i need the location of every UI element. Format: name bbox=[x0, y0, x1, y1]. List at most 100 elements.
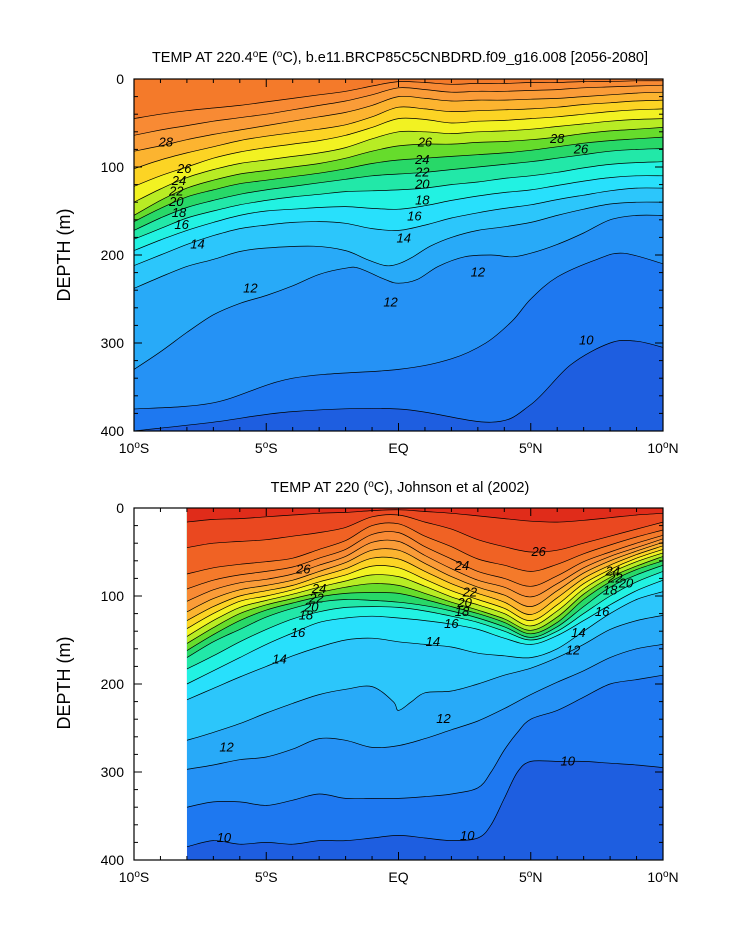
y-tick-label: 100 bbox=[101, 588, 125, 604]
contour-label: 26 bbox=[176, 161, 192, 176]
isotherm-21 bbox=[186, 545, 663, 621]
contour-fill-group: 28 26 282624222018161412121026242220181614… bbox=[134, 79, 663, 431]
contour-label: 14 bbox=[571, 625, 585, 640]
isotherm-18 bbox=[134, 127, 663, 216]
isotherm-22 bbox=[134, 91, 663, 152]
y-tick-label: 0 bbox=[116, 500, 124, 516]
contour-label: 10 bbox=[561, 753, 576, 768]
y-tick-label: 400 bbox=[101, 852, 125, 868]
isotherm-25 bbox=[186, 522, 663, 575]
x-tick-label: 10oS bbox=[119, 440, 149, 456]
y-tick-label: 0 bbox=[116, 71, 124, 87]
x-tick-label: 10oN bbox=[647, 869, 678, 885]
isotherm-20 bbox=[186, 549, 663, 629]
contour-label: 12 bbox=[383, 295, 398, 310]
isotherm-19 bbox=[186, 552, 663, 637]
isotherm-12 bbox=[186, 615, 663, 741]
contour-label: 10 bbox=[460, 828, 475, 843]
isotherm-9 bbox=[186, 760, 663, 848]
bottom-panel-johnson-obs: TEMP AT 220 (oC), Johnson et al (2002) D… bbox=[54, 479, 679, 885]
y-tick-label: 300 bbox=[101, 335, 125, 351]
isotherm-23 bbox=[134, 84, 663, 136]
contour-label: 20 bbox=[414, 177, 430, 192]
top-panel-contour-field: 28 26 282624222018161412121026242220181614… bbox=[101, 71, 679, 456]
bottom-panel-title: TEMP AT 220 (oC), Johnson et al (2002) bbox=[271, 479, 530, 496]
contour-label: 14 bbox=[397, 230, 411, 245]
contour-label: 16 bbox=[444, 616, 459, 631]
band-fill-27 bbox=[186, 508, 663, 523]
contour-label: 24 bbox=[311, 581, 326, 596]
contour-label: 20 bbox=[303, 599, 319, 614]
contour-label: 20 bbox=[168, 194, 184, 209]
contour-label: 20 bbox=[456, 595, 472, 610]
contour-label: 10 bbox=[579, 332, 594, 347]
contour-label: 26 bbox=[530, 544, 546, 559]
y-tick-label: 100 bbox=[101, 159, 125, 175]
contour-label: 26 bbox=[417, 134, 433, 149]
isotherm-14 bbox=[186, 579, 663, 685]
contour-label: 22 bbox=[462, 584, 478, 599]
x-tick-label: 5oN bbox=[519, 440, 542, 456]
isotherm-23 bbox=[186, 538, 663, 602]
contour-label: 22 bbox=[308, 591, 324, 606]
contour-label: 18 bbox=[603, 583, 618, 598]
isotherm-20 bbox=[134, 108, 663, 187]
isotherm-14 bbox=[134, 175, 663, 251]
y-tick-label: 400 bbox=[101, 423, 125, 439]
contour-label: 18 bbox=[455, 604, 470, 619]
isotherm-16 bbox=[134, 148, 663, 231]
top-panel-ccsm-model: TEMP AT 220.4oE (oC), b.e11.BRCP85C5CNBD… bbox=[54, 49, 679, 456]
isotherm-11 bbox=[186, 644, 663, 770]
isotherm-22 bbox=[186, 541, 663, 613]
isotherm-10 bbox=[134, 252, 663, 410]
contour-label: 22 bbox=[414, 164, 430, 179]
contour-label: 22 bbox=[607, 570, 623, 585]
band-fill-24 bbox=[134, 79, 663, 119]
contour-label: 18 bbox=[172, 205, 187, 220]
x-tick-label: EQ bbox=[388, 440, 408, 456]
contour-label: 26 bbox=[573, 141, 589, 156]
contour-label: 16 bbox=[174, 217, 189, 232]
contour-label: 28 bbox=[158, 134, 174, 149]
contour-label: 24 bbox=[414, 152, 429, 167]
isotherm-17 bbox=[134, 136, 663, 222]
x-tick-label: 5oN bbox=[519, 869, 542, 885]
isotherm-15 bbox=[134, 161, 663, 240]
isotherm-13 bbox=[134, 187, 663, 266]
y-tick-label: 300 bbox=[101, 764, 125, 780]
isotherm-15 bbox=[186, 571, 663, 670]
contour-label: 16 bbox=[407, 208, 422, 223]
y-tick-label: 200 bbox=[101, 247, 125, 263]
isotherm-9 bbox=[134, 339, 663, 431]
contour-label: 16 bbox=[291, 625, 306, 640]
contour-label: 12 bbox=[566, 643, 581, 658]
y-tick-label: 200 bbox=[101, 676, 125, 692]
x-tick-label: 10oS bbox=[119, 869, 149, 885]
isotherm-12 bbox=[134, 201, 663, 289]
contour-label: 22 bbox=[168, 184, 184, 199]
x-tick-label: 5oS bbox=[255, 869, 278, 885]
contour-label: 18 bbox=[299, 607, 314, 622]
contour-label: 14 bbox=[272, 651, 286, 666]
contour-label: 12 bbox=[471, 265, 486, 280]
bottom-panel-ylabel: DEPTH (m) bbox=[54, 637, 74, 730]
isotherm-16 bbox=[186, 564, 663, 658]
contour-label: 20 bbox=[618, 576, 634, 591]
contour-label: 12 bbox=[219, 739, 234, 754]
x-tick-label: EQ bbox=[388, 869, 408, 885]
isotherm-24 bbox=[186, 531, 663, 590]
isotherm-17 bbox=[186, 560, 663, 651]
contour-label: 24 bbox=[605, 563, 620, 578]
contour-label: 24 bbox=[171, 173, 186, 188]
top-panel-ylabel: DEPTH (m) bbox=[54, 209, 74, 302]
isotherm-10 bbox=[186, 674, 663, 808]
top-panel-title: TEMP AT 220.4oE (oC), b.e11.BRCP85C5CNBD… bbox=[152, 49, 648, 66]
isotherm-11 bbox=[134, 214, 663, 370]
contour-label: 18 bbox=[415, 192, 430, 207]
contour-label: 12 bbox=[243, 280, 258, 295]
isotherm-18 bbox=[186, 556, 663, 644]
contour-label: 14 bbox=[426, 634, 440, 649]
